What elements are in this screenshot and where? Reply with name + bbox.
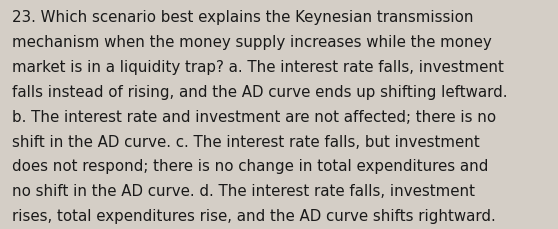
Text: b. The interest rate and investment are not affected; there is no: b. The interest rate and investment are … xyxy=(12,109,497,124)
Text: mechanism when the money supply increases while the money: mechanism when the money supply increase… xyxy=(12,35,492,50)
Text: market is in a liquidity trap? a. The interest rate falls, investment: market is in a liquidity trap? a. The in… xyxy=(12,60,504,75)
Text: rises, total expenditures rise, and the AD curve shifts rightward.: rises, total expenditures rise, and the … xyxy=(12,208,496,223)
Text: 23. Which scenario best explains the Keynesian transmission: 23. Which scenario best explains the Key… xyxy=(12,10,474,25)
Text: does not respond; there is no change in total expenditures and: does not respond; there is no change in … xyxy=(12,159,489,174)
Text: no shift in the AD curve. d. The interest rate falls, investment: no shift in the AD curve. d. The interes… xyxy=(12,183,475,198)
Text: shift in the AD curve. c. The interest rate falls, but investment: shift in the AD curve. c. The interest r… xyxy=(12,134,480,149)
Text: falls instead of rising, and the AD curve ends up shifting leftward.: falls instead of rising, and the AD curv… xyxy=(12,85,508,99)
